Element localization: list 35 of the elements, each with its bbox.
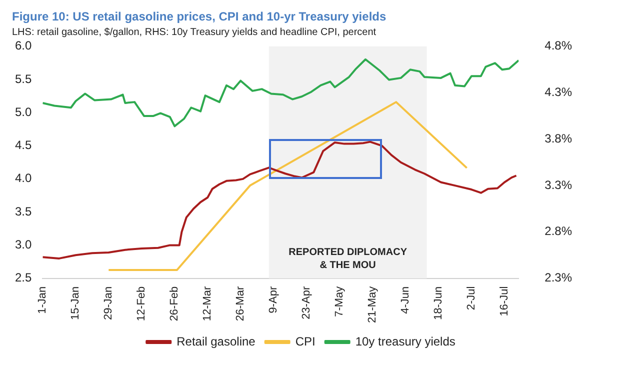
y2-tick-label: 4.3%	[544, 85, 572, 100]
x-tick-label: 26-Mar	[234, 286, 247, 322]
y2-tick-label: 4.8%	[544, 38, 572, 53]
legend-label: 10y treasury yields	[355, 334, 456, 348]
x-tick-label: 26-Feb	[168, 286, 181, 322]
x-tick-label: 2-Jul	[466, 286, 478, 310]
x-tick-label: 7-May	[334, 286, 346, 317]
y-tick-label: 2.5	[14, 270, 32, 285]
band-label: REPORTED DIPLOMACY & THE MOU	[288, 247, 408, 272]
x-tick-label: 12-Mar	[202, 286, 214, 322]
y-tick-label: 3.5	[14, 204, 32, 218]
x-tick-label: 16-Jul	[498, 286, 511, 316]
y-tick-label: 4.0	[14, 171, 32, 186]
x-tick-label: 4-Jun	[400, 286, 412, 314]
y-tick-label: 3.0	[14, 238, 32, 252]
x-tick-label: 18-Jun	[432, 286, 445, 320]
x-tick-label: 15-Jan	[70, 286, 82, 320]
y2-tick-label: 2.3%	[544, 270, 572, 285]
y-tick-label: 5.5	[14, 72, 32, 86]
x-tick-label: 23-Apr	[300, 286, 313, 320]
y-tick-label: 6.0	[14, 38, 32, 53]
legend-label: Retail gasoline	[176, 334, 256, 348]
legend-label: CPI	[295, 334, 316, 348]
x-tick-label: 9-Apr	[268, 286, 280, 314]
x-tick-label: 21-May	[366, 286, 379, 324]
y2-tick-label: 3.8%	[544, 131, 572, 146]
y-tick-label: 4.5	[14, 138, 32, 152]
y2-tick-label: 3.3%	[544, 178, 572, 192]
x-tick-label: 12-Feb	[136, 286, 148, 322]
y2-tick-label: 2.8%	[544, 224, 572, 238]
chart-subtitle: LHS: retail gasoline, $/gallon, RHS: 10y Treasury yields and headline CPI, percent	[12, 27, 376, 38]
chart-title: Figure 10: US retail gasoline prices, CPI and 10-yr Treasury yields	[12, 10, 386, 24]
x-tick-label: 29-Jan	[102, 286, 115, 320]
y-tick-label: 5.0	[14, 104, 32, 119]
x-tick-label: 1-Jan	[36, 286, 49, 314]
